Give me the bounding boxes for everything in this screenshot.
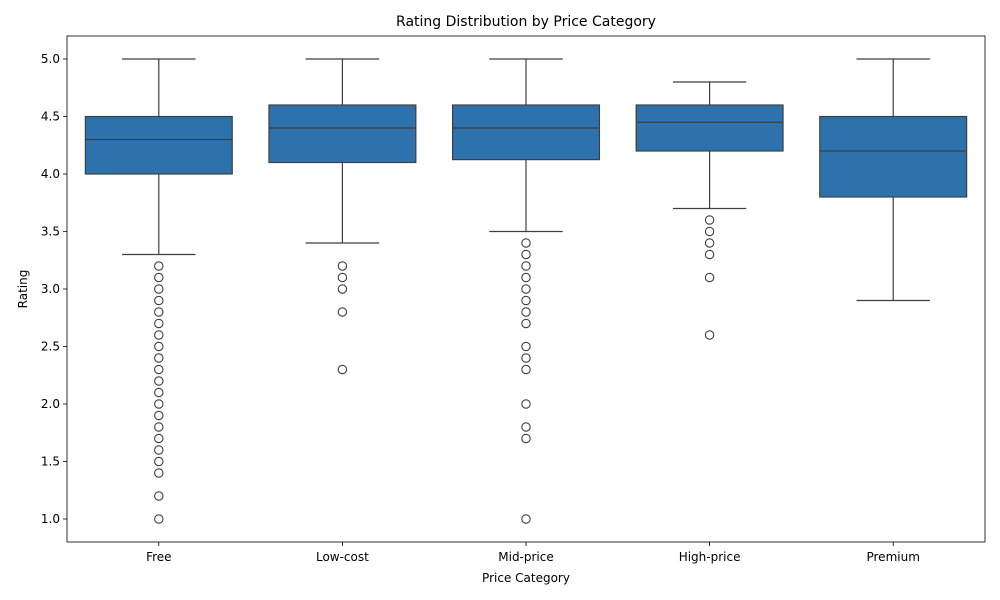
outlier-point (154, 272, 164, 283)
outlier-point (521, 422, 531, 432)
outlier-point (521, 353, 531, 363)
outlier-point (521, 307, 531, 317)
outlier-point (704, 272, 715, 283)
outlier-point (337, 272, 348, 283)
y-axis-title: Rating (16, 270, 30, 309)
box-group (268, 58, 417, 375)
outlier-point (521, 238, 531, 248)
box-group (84, 58, 233, 524)
x-tick-label: Mid-price (498, 550, 554, 564)
outlier-point (154, 491, 164, 501)
outlier-point (521, 433, 531, 444)
y-tick-label: 4.0 (41, 167, 60, 181)
outlier-point (154, 376, 164, 386)
outlier-point (521, 514, 531, 524)
x-tick-label: Premium (866, 550, 919, 564)
outlier-point (521, 272, 531, 283)
outlier-point (521, 261, 531, 271)
outlier-point (154, 387, 164, 398)
outlier-point (337, 261, 348, 271)
y-tick-label: 1.0 (41, 512, 60, 526)
x-tick-label: High-price (679, 550, 741, 564)
outlier-point (154, 261, 164, 271)
box-iqr (268, 104, 417, 164)
outlier-point (521, 284, 531, 294)
chart-title: Rating Distribution by Price Category (396, 14, 656, 30)
outlier-point (704, 226, 715, 237)
box-iqr (819, 115, 968, 198)
outlier-point (154, 422, 164, 432)
outlier-point (154, 468, 164, 478)
outlier-point (154, 341, 164, 352)
y-tick-label: 2.5 (41, 340, 60, 354)
outlier-point (154, 307, 164, 317)
outlier-point (337, 364, 348, 375)
outlier-point (704, 330, 715, 340)
box-iqr (451, 104, 601, 161)
x-tick-label: Low-cost (316, 550, 369, 564)
y-tick-label: 3.0 (41, 282, 60, 296)
outlier-point (521, 364, 531, 375)
outlier-point (704, 238, 715, 248)
plot-area (84, 58, 968, 524)
x-tick-label: Free (146, 550, 171, 564)
outlier-point (154, 284, 164, 294)
y-tick-label: 2.0 (41, 397, 60, 411)
outlier-point (154, 410, 164, 421)
y-tick-label: 5.0 (41, 52, 60, 66)
outlier-point (521, 249, 531, 260)
outlier-point (154, 514, 164, 524)
outlier-point (154, 330, 164, 340)
outlier-point (154, 318, 164, 329)
y-tick-label: 3.5 (41, 225, 60, 239)
outlier-point (154, 433, 164, 444)
outlier-point (704, 249, 715, 260)
outlier-point (521, 399, 531, 409)
x-axis-title: Price Category (482, 571, 570, 585)
outlier-point (154, 295, 164, 306)
outlier-point (154, 456, 164, 467)
outlier-point (154, 364, 164, 375)
outlier-point (704, 215, 715, 225)
outlier-point (521, 318, 531, 329)
outlier-point (337, 307, 348, 317)
outlier-point (521, 295, 531, 306)
box-group (451, 58, 601, 524)
outlier-point (154, 353, 164, 363)
outlier-point (521, 341, 531, 352)
outlier-point (337, 284, 348, 294)
box-group (819, 58, 968, 302)
outlier-point (154, 399, 164, 409)
outlier-point (154, 445, 164, 455)
box-iqr (84, 115, 233, 175)
box-iqr (635, 104, 784, 152)
box-group (635, 81, 784, 340)
y-tick-label: 1.5 (41, 455, 60, 469)
y-tick-label: 4.5 (41, 110, 60, 124)
